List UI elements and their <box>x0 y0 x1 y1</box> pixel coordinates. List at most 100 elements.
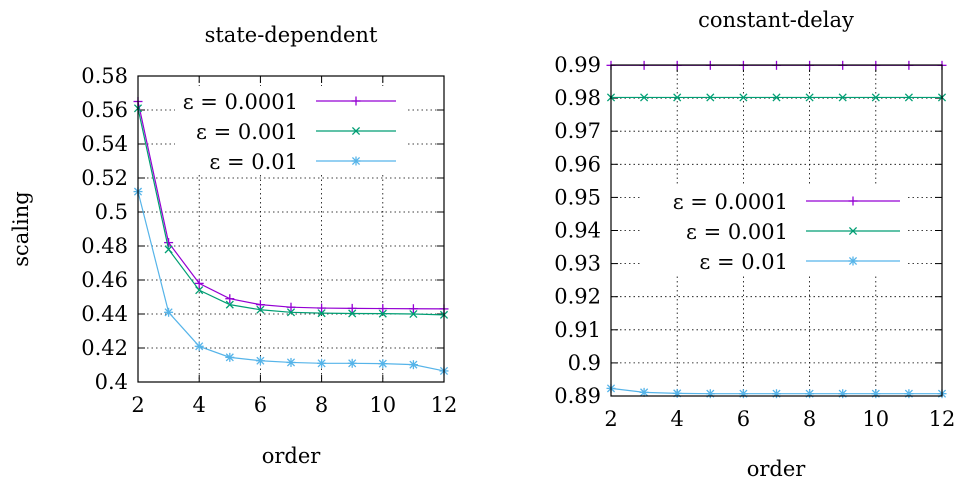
data-point <box>640 93 649 102</box>
data-point <box>255 300 265 310</box>
legend-marker <box>848 226 858 236</box>
series-0 <box>133 97 449 314</box>
data-point <box>194 341 204 351</box>
data-point <box>871 389 881 399</box>
x-tick-label: 6 <box>254 393 267 417</box>
y-tick-label: 0.92 <box>554 285 601 309</box>
data-point <box>164 238 174 248</box>
legend-label: ε = 0.0001 <box>673 190 788 214</box>
data-point <box>347 358 357 368</box>
data-point <box>194 278 204 288</box>
data-point <box>347 303 357 313</box>
data-point <box>164 245 173 254</box>
chart-state-dependent: state-dependent scaling order 0.4 0.42 0.4… <box>9 23 457 468</box>
data-point <box>805 389 815 399</box>
data-point <box>705 389 715 399</box>
y-tick-label: 0.99 <box>554 53 601 77</box>
x-tick-label: 2 <box>131 393 144 417</box>
data-point <box>805 93 814 102</box>
data-point <box>286 308 296 317</box>
data-point <box>317 358 327 368</box>
y-tick-label: 0.56 <box>81 98 128 122</box>
data-point <box>225 352 235 362</box>
data-point <box>225 294 235 304</box>
x-axis-label: order <box>262 444 322 468</box>
chart-title: state-dependent <box>205 23 378 47</box>
legend-label: ε = 0.0001 <box>183 90 298 114</box>
x-axis-label: order <box>747 457 807 477</box>
x-tick-label: 12 <box>929 407 956 431</box>
plot-frame <box>610 64 943 397</box>
legend-marker <box>351 156 361 166</box>
chart-constant-delay: constant-delay order 0.89 0.9 0.91 0.92 0.93… <box>554 8 955 477</box>
x-tick-label: 4 <box>671 407 684 431</box>
data-point <box>317 303 327 313</box>
data-point <box>286 302 296 312</box>
y-tick-label: 0.52 <box>81 166 128 190</box>
x-tick-label: 10 <box>369 393 396 417</box>
data-point <box>772 389 781 399</box>
y-tick-label: 0.44 <box>81 302 128 326</box>
y-axis-label: scaling <box>9 191 33 266</box>
y-tick-label: 0.46 <box>81 268 128 292</box>
data-point <box>408 360 418 370</box>
data-point <box>408 304 418 314</box>
data-point <box>378 304 388 314</box>
legend-marker <box>848 196 858 206</box>
y-tick-label: 0.98 <box>554 86 601 110</box>
legend-label: ε = 0.01 <box>699 250 788 274</box>
x-tick-label: 4 <box>193 393 206 417</box>
series-1 <box>606 93 947 102</box>
data-point <box>706 93 715 102</box>
legend-label: ε = 0.001 <box>686 220 788 244</box>
y-tick-label: 0.9 <box>568 351 601 375</box>
y-tick-label: 0.95 <box>554 185 601 209</box>
data-point <box>409 309 418 319</box>
y-tick-label: 0.48 <box>81 234 128 258</box>
data-point <box>838 93 847 102</box>
legend-marker <box>351 126 361 136</box>
y-tick-label: 0.93 <box>554 252 601 276</box>
legend-marker <box>351 96 361 106</box>
data-point <box>904 93 913 102</box>
data-point <box>348 309 357 318</box>
data-point <box>639 387 649 397</box>
y-tick-label: 0.54 <box>81 132 128 156</box>
legend-marker <box>848 256 858 266</box>
y-tick-label: 0.89 <box>554 384 601 408</box>
data-point <box>256 305 265 314</box>
series-2 <box>133 187 449 376</box>
y-tick-label: 0.58 <box>81 64 128 88</box>
y-tick-label: 0.96 <box>554 152 601 176</box>
y-tick-label: 0.91 <box>554 318 601 342</box>
y-tick-label: 0.94 <box>554 219 601 243</box>
x-tick-label: 12 <box>431 393 458 417</box>
data-point <box>739 93 748 102</box>
x-tick-label: 8 <box>315 393 328 417</box>
series-1 <box>133 104 449 319</box>
data-point <box>164 307 174 317</box>
data-point <box>871 93 880 102</box>
y-tick-label: 0.4 <box>95 370 128 394</box>
x-tick-label: 6 <box>737 407 750 431</box>
data-point <box>195 286 204 295</box>
data-point <box>673 93 682 102</box>
legend-label: ε = 0.001 <box>196 120 298 144</box>
data-point <box>904 389 914 399</box>
legend-label: ε = 0.01 <box>209 150 298 174</box>
data-point <box>286 357 296 367</box>
data-point <box>838 389 848 399</box>
x-tick-label: 8 <box>803 407 816 431</box>
data-point <box>255 356 265 366</box>
data-point <box>738 389 748 399</box>
y-tick-label: 0.97 <box>554 119 601 143</box>
x-tick-label: 10 <box>862 407 889 431</box>
y-tick-label: 0.5 <box>95 200 128 224</box>
data-point <box>772 93 781 102</box>
data-point <box>317 309 326 318</box>
x-tick-label: 2 <box>604 407 617 431</box>
y-tick-label: 0.42 <box>81 336 128 360</box>
series-line <box>137 191 445 372</box>
plot-frame <box>137 75 445 383</box>
